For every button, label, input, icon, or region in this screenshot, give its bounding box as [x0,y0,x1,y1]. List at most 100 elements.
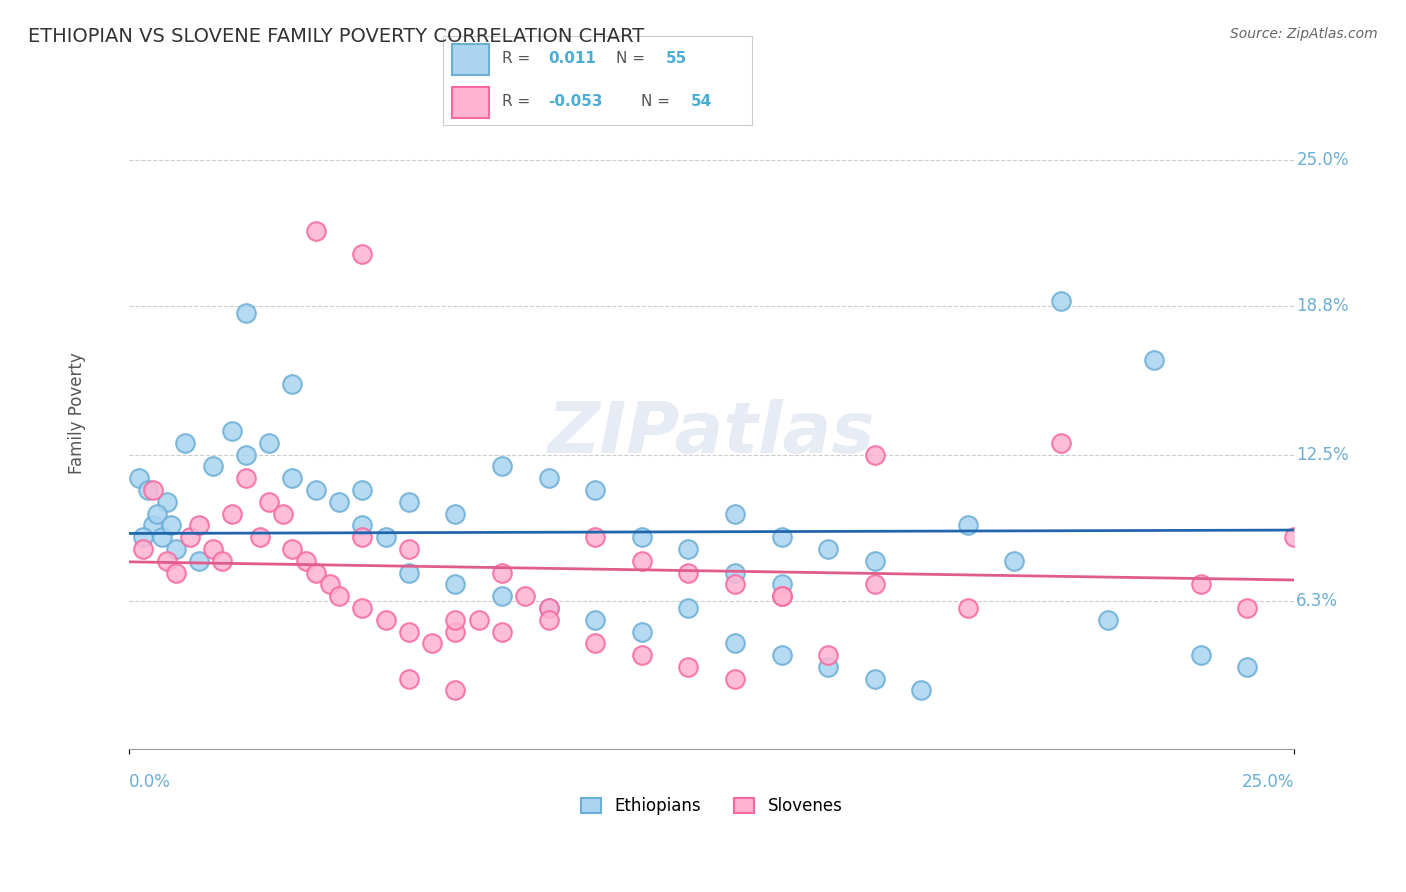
Point [398,672,420,686]
Point [221,424,243,438]
Point [374,530,396,544]
Point [583,613,606,627]
Point [678,660,700,674]
Point [295,554,318,568]
Point [724,672,747,686]
Point [444,613,467,627]
Point [1004,554,1026,568]
Point [491,624,513,639]
Point [467,613,489,627]
Point [630,530,652,544]
Point [724,577,747,591]
Point [374,613,396,627]
Point [271,507,294,521]
Point [583,636,606,650]
Point [956,601,979,615]
Point [165,541,187,556]
Point [257,436,280,450]
Legend: Ethiopians, Slovenes: Ethiopians, Slovenes [574,790,849,822]
Point [188,554,211,568]
Point [444,507,467,521]
Point [724,566,747,580]
Point [444,683,467,698]
Point [630,624,652,639]
Point [863,577,886,591]
Text: 18.8%: 18.8% [1296,297,1348,315]
Point [910,683,932,698]
Point [724,507,747,521]
Point [630,648,652,662]
Point [352,247,374,261]
Text: 25.0%: 25.0% [1296,151,1348,169]
Point [1236,660,1258,674]
Point [630,554,652,568]
Point [142,483,165,497]
Point [1050,436,1073,450]
Point [304,483,326,497]
Point [817,648,839,662]
Point [491,459,513,474]
Bar [453,44,489,75]
Point [537,613,560,627]
Point [281,471,304,485]
Point [398,566,420,580]
Point [352,518,374,533]
Point [150,530,173,544]
Point [770,530,793,544]
Point [142,518,165,533]
Point [678,601,700,615]
Text: 54: 54 [690,95,711,109]
Text: R =: R = [502,52,534,66]
Point [770,648,793,662]
Point [1189,577,1212,591]
Point [155,495,177,509]
Point [155,554,177,568]
Point [328,589,350,603]
Point [211,554,233,568]
Text: R =: R = [502,95,534,109]
Point [281,541,304,556]
Point [770,589,793,603]
Point [863,448,886,462]
Point [160,518,183,533]
Point [956,518,979,533]
Point [398,541,420,556]
Text: 12.5%: 12.5% [1296,446,1348,464]
Point [678,566,700,580]
Point [235,306,257,320]
Point [188,518,211,533]
Point [1097,613,1119,627]
Point [132,530,155,544]
Point [1143,353,1166,368]
Point [304,566,326,580]
Point [128,471,150,485]
Point [678,541,700,556]
Point [352,530,374,544]
Point [398,495,420,509]
Point [1050,294,1073,309]
Point [165,566,187,580]
Point [146,507,169,521]
Text: N =: N = [641,95,675,109]
Text: ZIPatlas: ZIPatlas [548,399,876,468]
Point [583,483,606,497]
Point [770,577,793,591]
Point [817,660,839,674]
Point [202,459,225,474]
Point [537,601,560,615]
Point [491,566,513,580]
Point [257,495,280,509]
Point [724,636,747,650]
Point [328,495,350,509]
Point [304,224,326,238]
Point [398,624,420,639]
Text: 6.3%: 6.3% [1296,592,1339,610]
Text: -0.053: -0.053 [548,95,603,109]
Text: 0.0%: 0.0% [129,772,172,791]
Text: 0.011: 0.011 [548,52,596,66]
Text: Source: ZipAtlas.com: Source: ZipAtlas.com [1230,27,1378,41]
Point [515,589,537,603]
Point [420,636,443,650]
Point [770,589,793,603]
Point [179,530,201,544]
